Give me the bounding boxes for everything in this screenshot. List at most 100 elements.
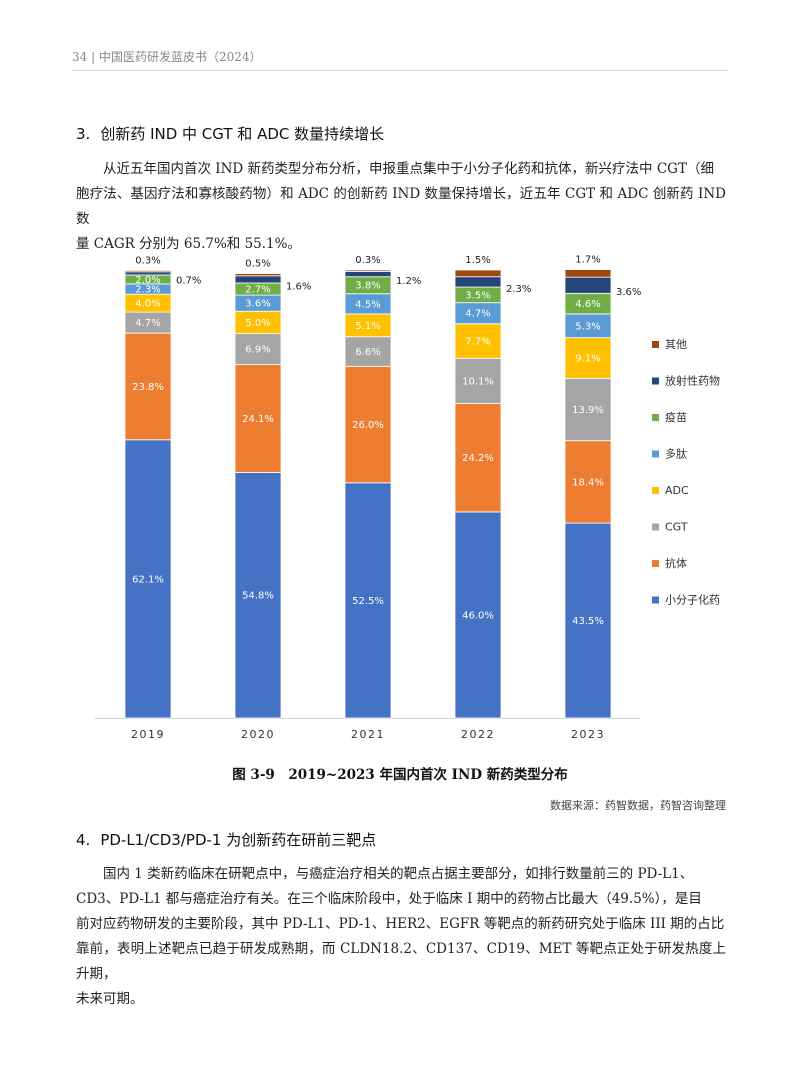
legend-swatch bbox=[652, 341, 659, 348]
bar-segment bbox=[454, 403, 502, 513]
bar-data-label: 52.5% bbox=[352, 596, 384, 607]
legend-swatch bbox=[652, 596, 659, 604]
bar-data-label: 1.6% bbox=[286, 281, 311, 292]
bar-data-label: 1.5% bbox=[465, 255, 490, 266]
paragraph-line: 靠前，表明上述靶点已趋于研发成熟期，而 CLDN18.2、CD137、CD19、… bbox=[76, 941, 726, 982]
bar-data-label: 18.4% bbox=[572, 477, 604, 488]
bar-data-label: 2.7% bbox=[245, 285, 270, 296]
bar-data-label: 5.3% bbox=[575, 321, 600, 332]
legend-swatch bbox=[652, 560, 659, 567]
bar-data-label: 1.7% bbox=[575, 255, 600, 266]
bar-segment bbox=[564, 378, 612, 442]
bar-segment bbox=[344, 365, 392, 484]
section-4-number: 4. bbox=[76, 831, 91, 849]
bar-data-label: 10.1% bbox=[462, 376, 494, 387]
bar-data-label: 3.6% bbox=[616, 287, 641, 298]
bar-data-label: 0.3% bbox=[135, 255, 160, 266]
legend-label: 疫苗 bbox=[665, 410, 687, 424]
legend-swatch bbox=[652, 377, 659, 385]
legend-swatch bbox=[652, 523, 659, 531]
bar-segment bbox=[234, 333, 282, 365]
paragraph-line: 未来可期。 bbox=[76, 991, 144, 1007]
section-4-paragraph: 国内 1 类新药临床在研靶点中，与癌症治疗相关的靶点占据主要部分，如排行数量前三… bbox=[76, 862, 726, 1012]
bar-data-label: 26.0% bbox=[352, 420, 384, 431]
x-tick-label: 2023 bbox=[571, 728, 605, 741]
paragraph-line: 胞疗法、基因疗法和寡核酸药物）和 ADC 的创新药 IND 数量保持增长，近五年… bbox=[76, 186, 726, 227]
x-tick-label: 2019 bbox=[131, 728, 165, 741]
bar-segment bbox=[124, 332, 172, 441]
bar-data-label: 3.8% bbox=[355, 281, 380, 292]
bar-segment bbox=[234, 273, 282, 277]
paragraph-line: 量 CAGR 分别为 65.7%和 55.1%。 bbox=[76, 236, 301, 252]
bar-data-label: 2.0% bbox=[135, 275, 160, 286]
ind-type-stacked-bar-chart: 62.1%23.8%4.7%4.0%2.3%2.0% 0.7%0.3%201954… bbox=[95, 255, 720, 741]
bar-segment bbox=[234, 364, 282, 473]
running-header: 34 | 中国医药研发蓝皮书（2024） bbox=[72, 50, 262, 64]
paragraph-line: 前对应药物研发的主要阶段，其中 PD-L1、PD-1、HER2、EGFR 等靶点… bbox=[76, 916, 725, 932]
legend-swatch bbox=[652, 487, 659, 494]
bar-data-label: 13.9% bbox=[572, 405, 604, 416]
x-tick-label: 2021 bbox=[351, 728, 385, 741]
bar-data-label: 0.5% bbox=[245, 259, 270, 270]
bar-data-label: 7.7% bbox=[465, 337, 490, 348]
bar-data-label: 5.0% bbox=[245, 318, 270, 329]
legend-label: CGT bbox=[665, 521, 688, 534]
bar-segment bbox=[344, 269, 392, 272]
bar-segment bbox=[344, 270, 392, 278]
bar-data-label: 2.3% bbox=[135, 285, 160, 296]
bar-data-label: 1.2% bbox=[396, 276, 421, 287]
bar-segment bbox=[234, 472, 282, 719]
bar-segment bbox=[564, 522, 612, 719]
bar-segment bbox=[454, 357, 502, 404]
bar-data-label: 24.2% bbox=[462, 453, 494, 464]
bar-data-label: 9.1% bbox=[575, 354, 600, 365]
bar-data-label: 0.7% bbox=[176, 275, 201, 286]
bar-segment bbox=[454, 323, 502, 359]
header-rule bbox=[72, 70, 728, 71]
bar-segment bbox=[454, 269, 502, 278]
bar-segment bbox=[454, 276, 502, 288]
section-3-heading: 3. 创新药 IND 中 CGT 和 ADC 数量持续增长 bbox=[76, 123, 384, 144]
bar-segment bbox=[344, 482, 392, 719]
legend-swatch bbox=[652, 414, 659, 421]
bar-data-label: 4.6% bbox=[575, 299, 600, 310]
bar-segment bbox=[564, 269, 612, 278]
bar-data-label: 4.5% bbox=[355, 299, 380, 310]
section-4-heading: 4. PD-L1/CD3/PD-1 为创新药在研前三靶点 bbox=[76, 829, 376, 850]
paragraph-line: 从近五年国内首次 IND 新药类型分布分析，申报重点集中于小分子化药和抗体，新兴… bbox=[103, 161, 714, 177]
legend-label: 放射性药物 bbox=[665, 374, 720, 388]
bar-data-label: 6.9% bbox=[245, 345, 270, 356]
figure-caption: 图 3-9 2019~2023 年国内首次 IND 新药类型分布 bbox=[232, 767, 568, 783]
figure-source: 数据来源：药智数据，药智咨询整理 bbox=[550, 799, 726, 812]
section-3-title: 创新药 IND 中 CGT 和 ADC 数量持续增长 bbox=[100, 125, 385, 143]
legend-swatch bbox=[652, 450, 659, 458]
bar-segment bbox=[454, 511, 502, 719]
bar-segment bbox=[234, 275, 282, 284]
legend-label: 多肽 bbox=[665, 447, 687, 461]
bar-data-label: 3.5% bbox=[465, 290, 490, 301]
paragraph-line: CD3、PD-L1 都与癌症治疗有关。在三个临床阶段中，处于临床 I 期中的药物… bbox=[76, 891, 702, 907]
bar-data-label: 3.6% bbox=[245, 299, 270, 310]
bar-data-label: 5.1% bbox=[355, 321, 380, 332]
bar-data-label: 6.6% bbox=[355, 347, 380, 358]
bar-segment bbox=[124, 271, 172, 276]
bar-segment bbox=[124, 270, 172, 273]
paragraph-line: 国内 1 类新药临床在研靶点中，与癌症治疗相关的靶点占据主要部分，如排行数量前三… bbox=[103, 866, 694, 882]
bar-data-label: 4.7% bbox=[135, 318, 160, 329]
legend-label: 其他 bbox=[665, 338, 687, 351]
x-tick-label: 2022 bbox=[461, 728, 495, 741]
bar-data-label: 4.7% bbox=[465, 309, 490, 320]
bar-segment bbox=[564, 440, 612, 524]
bar-data-label: 62.1% bbox=[132, 574, 164, 585]
bar-data-label: 4.0% bbox=[135, 299, 160, 310]
bar-data-label: 2.3% bbox=[506, 284, 531, 295]
bar-data-label: 54.8% bbox=[242, 591, 274, 602]
section-4-title: PD-L1/CD3/PD-1 为创新药在研前三靶点 bbox=[100, 831, 377, 849]
bar-data-label: 0.3% bbox=[355, 255, 380, 266]
bar-segment bbox=[124, 439, 172, 719]
bar-data-label: 23.8% bbox=[132, 382, 164, 393]
bar-segment bbox=[564, 337, 612, 379]
bar-data-label: 24.1% bbox=[242, 414, 274, 425]
legend-label: ADC bbox=[665, 484, 689, 497]
x-tick-label: 2020 bbox=[241, 728, 275, 741]
